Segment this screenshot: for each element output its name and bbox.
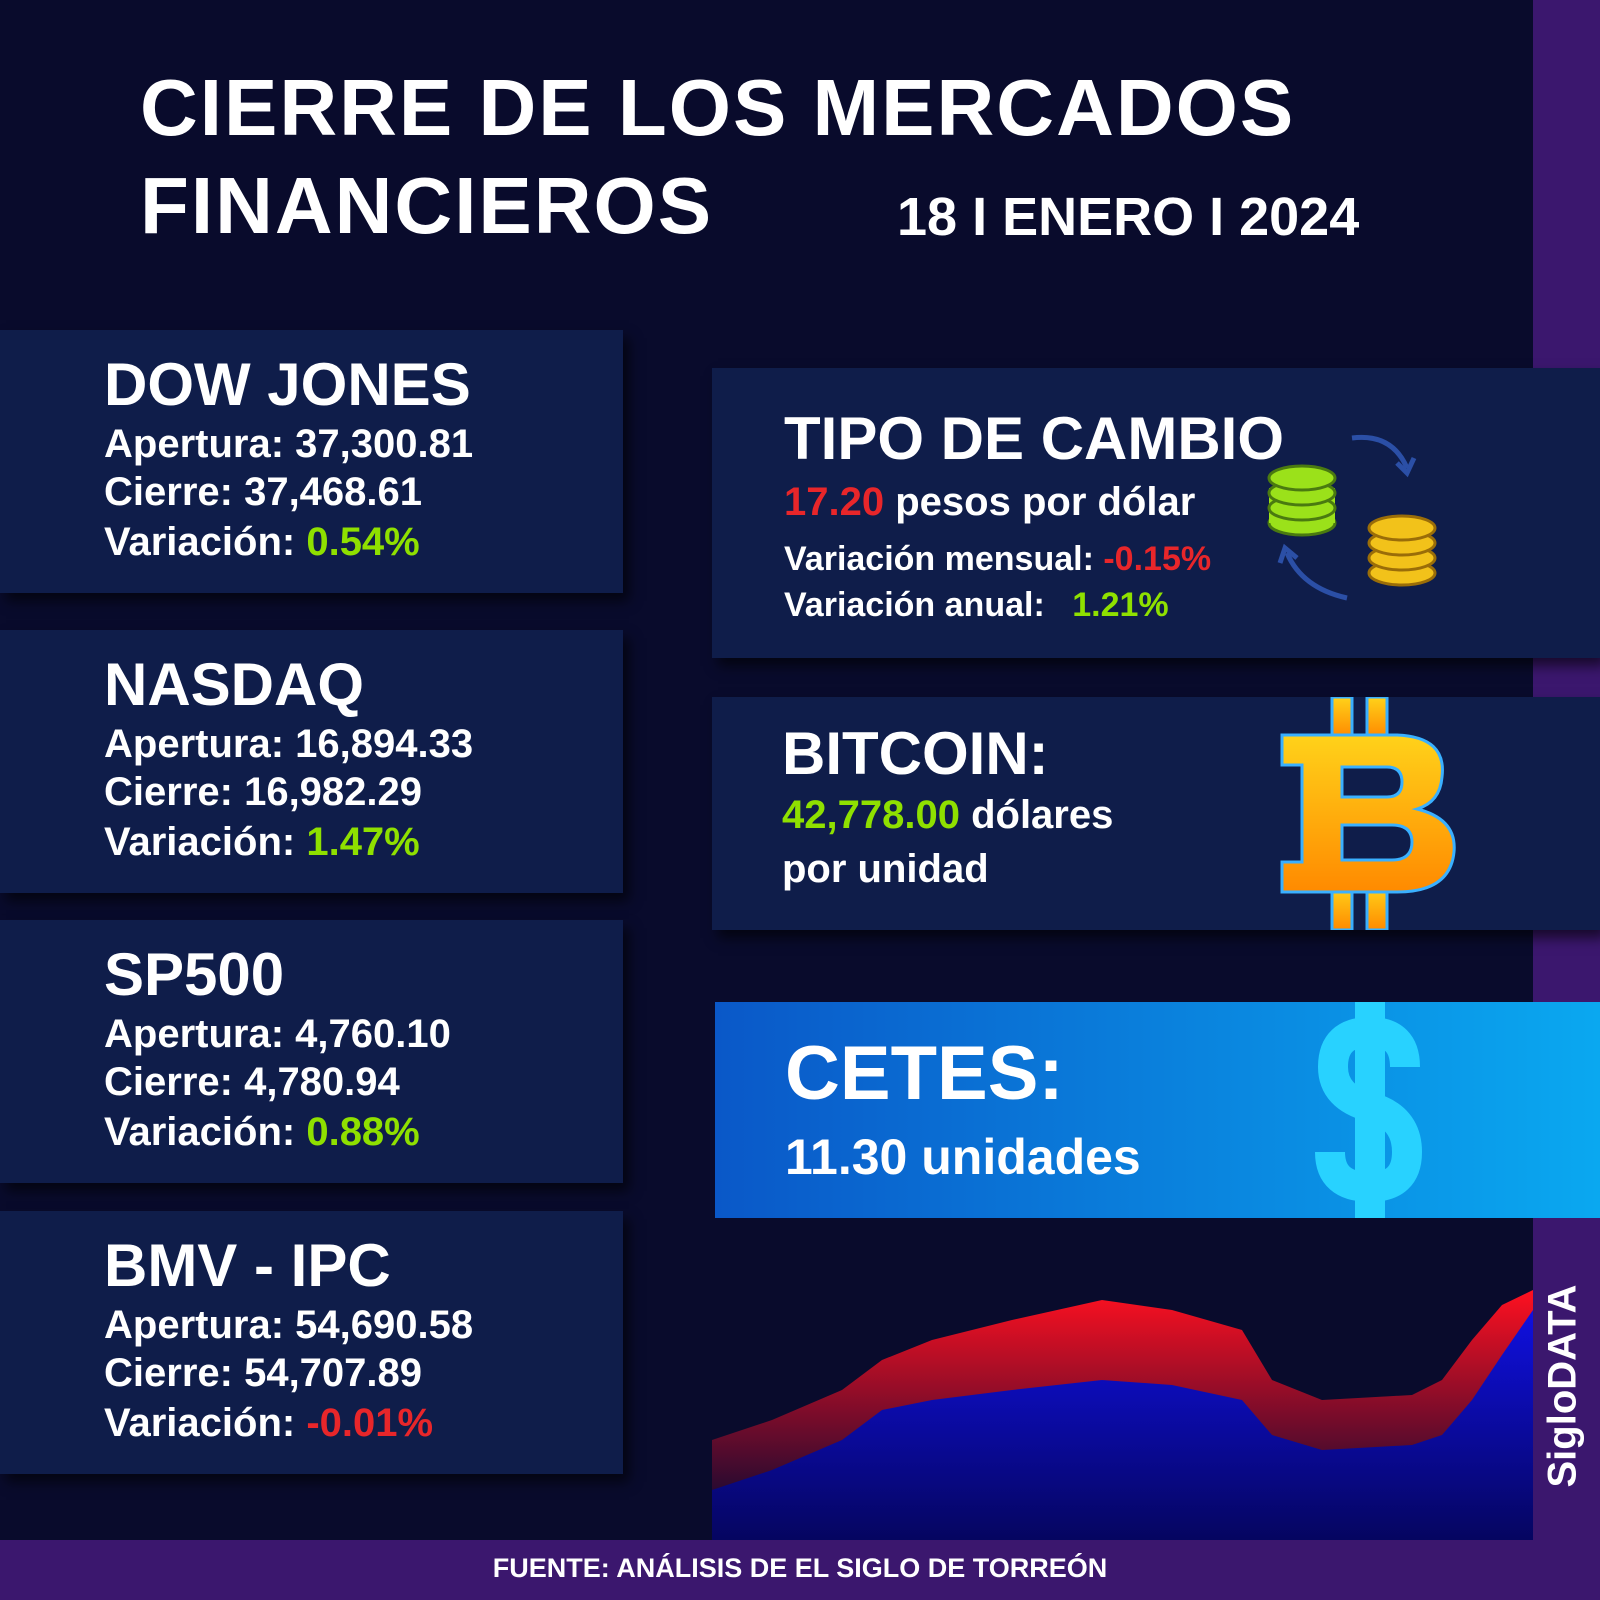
- label: Cierre:: [104, 1060, 233, 1104]
- card-title: TIPO DE CAMBIO: [784, 405, 1285, 472]
- label: Cierre:: [104, 470, 233, 514]
- price: 42,778.00: [782, 793, 960, 837]
- label: Apertura:: [104, 1012, 285, 1056]
- change-value: -0.01%: [306, 1401, 434, 1445]
- index-card: SP500 Apertura: 4,760.10 Cierre: 4,780.94 V…: [0, 920, 623, 1183]
- cetes-card: CETES: 11.30 unidades: [715, 1002, 1600, 1218]
- price-line: 42,778.00 dólares: [782, 793, 1113, 838]
- close-value: 37,468.61: [244, 470, 423, 514]
- open-value: 4,760.10: [295, 1012, 451, 1056]
- open-value: 54,690.58: [295, 1303, 474, 1347]
- source: FUENTE: ANÁLISIS DE EL SIGLO DE TORREÓN: [492, 1553, 1108, 1583]
- label: Cierre:: [104, 770, 233, 814]
- exchange-card: TIPO DE CAMBIO 17.20 pesos por dólar Var…: [712, 368, 1600, 658]
- title: CIERRE DE LOS MERCADOS: [140, 63, 1296, 152]
- index-card: NASDAQ Apertura: 16,894.33 Cierre: 16,982.…: [0, 630, 623, 893]
- rate: 17.20: [784, 480, 885, 524]
- close-line: Cierre: 37,468.61: [104, 470, 422, 515]
- label: Variación mensual:: [784, 540, 1094, 578]
- label: Apertura:: [104, 1303, 285, 1347]
- close-line: Cierre: 4,780.94: [104, 1060, 400, 1105]
- label: Variación:: [104, 520, 296, 564]
- change-line: Variación: 0.54%: [104, 520, 420, 565]
- bitcoin-card: BITCOIN: 42,778.00 dólares por unidad: [712, 697, 1600, 930]
- open-line: Apertura: 37,300.81: [104, 422, 473, 467]
- index-name: DOW JONES: [104, 351, 471, 418]
- change-line: Variación: 1.47%: [104, 820, 420, 865]
- close-line: Cierre: 54,707.89: [104, 1351, 422, 1396]
- close-value: 4,780.94: [244, 1060, 400, 1104]
- unit: dólares: [971, 793, 1114, 837]
- label: Variación:: [104, 1110, 296, 1154]
- date: 18 I ENERO I 2024: [897, 187, 1360, 247]
- footer-bar: [0, 1540, 1600, 1600]
- change-value: 0.54%: [306, 520, 420, 564]
- monthly-line: Variación mensual: -0.15%: [784, 540, 1211, 579]
- close-line: Cierre: 16,982.29: [104, 770, 422, 815]
- brand: SigloDATA: [1540, 1284, 1585, 1488]
- label: Variación anual:: [784, 586, 1045, 624]
- annual-change: 1.21%: [1072, 586, 1169, 624]
- label: Variación:: [104, 820, 296, 864]
- rate-line: 17.20 pesos por dólar: [784, 480, 1195, 525]
- change-value: 0.88%: [306, 1110, 420, 1154]
- open-line: Apertura: 54,690.58: [104, 1303, 473, 1348]
- open-value: 16,894.33: [295, 722, 474, 766]
- title: FINANCIEROS: [140, 161, 714, 250]
- label: Apertura:: [104, 422, 285, 466]
- index-card: BMV - IPC Apertura: 54,690.58 Cierre: 54,7…: [0, 1211, 623, 1474]
- change-line: Variación: -0.01%: [104, 1401, 433, 1446]
- label: Apertura:: [104, 722, 285, 766]
- index-name: BMV - IPC: [104, 1232, 391, 1299]
- index-name: SP500: [104, 941, 285, 1008]
- close-value: 54,707.89: [244, 1351, 423, 1395]
- open-value: 37,300.81: [295, 422, 474, 466]
- rate-unit: pesos por dólar: [895, 480, 1196, 524]
- label: Variación:: [104, 1401, 296, 1445]
- card-title: CETES:: [785, 1031, 1064, 1116]
- coins-icon: [1267, 434, 1437, 601]
- card-title: BITCOIN:: [782, 720, 1049, 787]
- monthly-change: -0.15%: [1103, 540, 1212, 578]
- decorative-area: [712, 1290, 1533, 1540]
- dollar-icon: [1315, 1002, 1423, 1218]
- bitcoin-icon: [1280, 697, 1456, 930]
- annual-line: Variación anual: 1.21%: [784, 586, 1169, 625]
- open-line: Apertura: 16,894.33: [104, 722, 473, 767]
- change-value: 1.47%: [306, 820, 420, 864]
- open-line: Apertura: 4,760.10: [104, 1012, 451, 1057]
- change-line: Variación: 0.88%: [104, 1110, 420, 1155]
- index-name: NASDAQ: [104, 651, 365, 718]
- unit-line: por unidad: [782, 847, 989, 891]
- cetes-value: 11.30 unidades: [785, 1129, 1141, 1185]
- label: Cierre:: [104, 1351, 233, 1395]
- close-value: 16,982.29: [244, 770, 423, 814]
- index-card: DOW JONES Apertura: 37,300.81 Cierre: 37,4…: [0, 330, 623, 593]
